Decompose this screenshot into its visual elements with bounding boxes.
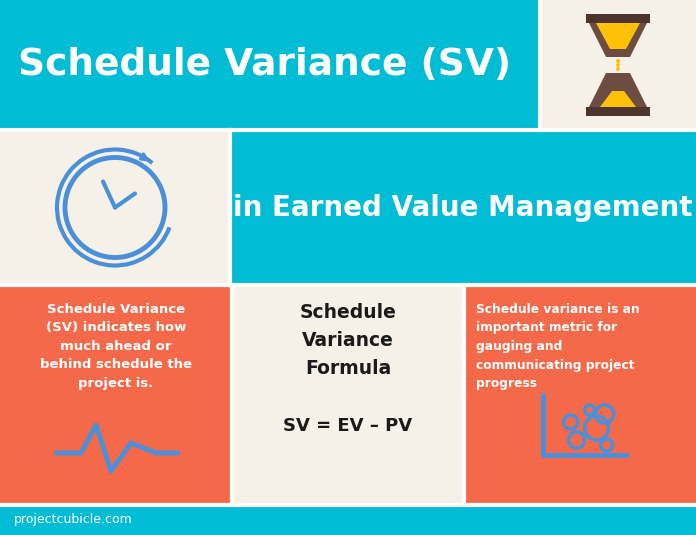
Bar [230, 130, 696, 285]
Bar [540, 0, 696, 130]
Polygon shape [588, 73, 648, 109]
Bar [0, 0, 540, 130]
Bar [464, 285, 696, 505]
Bar [0, 130, 230, 285]
Text: in Earned Value Management: in Earned Value Management [233, 194, 693, 221]
Text: Schedule variance is an
important metric for
gauging and
communicating project
p: Schedule variance is an important metric… [476, 303, 640, 390]
Circle shape [616, 59, 620, 63]
Text: SV = EV – PV: SV = EV – PV [283, 417, 413, 435]
Polygon shape [596, 23, 640, 49]
Text: Schedule Variance (SV): Schedule Variance (SV) [18, 47, 511, 83]
Polygon shape [600, 91, 636, 107]
Circle shape [616, 63, 620, 67]
Text: Schedule Variance
(SV) indicates how
much ahead or
behind schedule the
project i: Schedule Variance (SV) indicates how muc… [40, 303, 192, 390]
Bar [0, 285, 232, 505]
Bar [586, 14, 650, 23]
Bar [586, 107, 650, 116]
Bar [232, 285, 464, 505]
Text: Schedule
Variance
Formula: Schedule Variance Formula [299, 303, 397, 378]
Circle shape [616, 67, 620, 71]
Polygon shape [588, 21, 648, 57]
Text: projectcubicle.com: projectcubicle.com [14, 514, 133, 526]
Bar [0, 505, 696, 535]
